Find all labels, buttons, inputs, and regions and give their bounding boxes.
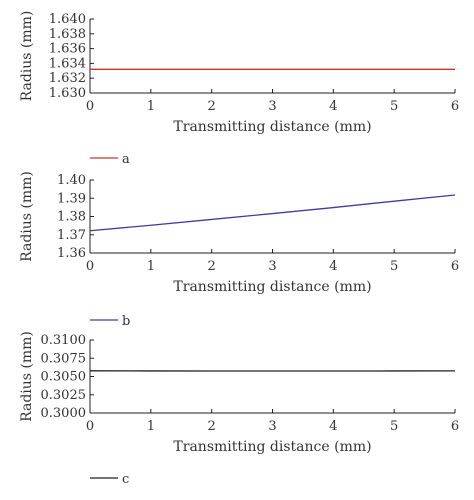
y-tick-label: 0.3025 — [41, 388, 87, 403]
y-tick-label: 1.634 — [49, 56, 86, 71]
y-tick-label: 1.40 — [57, 173, 86, 188]
x-tick-label: 6 — [451, 259, 459, 274]
x-tick-label: 4 — [329, 99, 337, 114]
legend-label: b — [122, 314, 130, 329]
x-tick-label: 5 — [390, 99, 398, 114]
x-tick-label: 1 — [147, 259, 155, 274]
y-axis-title: Radius (mm) — [19, 11, 35, 102]
x-tick-label: 3 — [268, 419, 276, 434]
x-tick-label: 5 — [390, 259, 398, 274]
y-tick-label: 1.638 — [49, 27, 86, 42]
y-axis-title: Radius (mm) — [19, 171, 35, 262]
x-tick-label: 5 — [390, 419, 398, 434]
y-tick-label: 0.3050 — [41, 370, 87, 385]
y-axis-title: Radius (mm) — [19, 331, 35, 422]
x-tick-label: 0 — [86, 259, 94, 274]
y-tick-label: 1.632 — [49, 71, 86, 86]
x-tick-label: 6 — [451, 99, 459, 114]
x-tick-label: 2 — [208, 99, 216, 114]
x-axis-title: Transmitting distance (mm) — [173, 119, 371, 135]
y-tick-label: 1.630 — [49, 86, 86, 101]
legend-label: a — [122, 152, 130, 167]
y-tick-label: 0.3000 — [41, 406, 87, 421]
y-tick-label: 1.640 — [49, 12, 86, 27]
x-tick-label: 4 — [329, 419, 337, 434]
x-tick-label: 2 — [208, 419, 216, 434]
legend-label: c — [122, 472, 129, 487]
y-tick-label: 1.38 — [57, 210, 86, 225]
series-line-b — [89, 194, 456, 232]
x-tick-label: 0 — [86, 419, 94, 434]
y-tick-label: 1.36 — [57, 246, 86, 261]
x-tick-label: 4 — [329, 259, 337, 274]
chart-panel-c: 0.3000 0.3025 0.3050 0.3075 0.3100 0 1 2 3 4 5 6 Tra… — [19, 331, 459, 487]
x-tick-label: 2 — [208, 259, 216, 274]
x-tick-label: 0 — [86, 99, 94, 114]
x-tick-label: 3 — [268, 99, 276, 114]
y-tick-label: 1.37 — [57, 228, 86, 243]
x-tick-label: 3 — [268, 259, 276, 274]
y-tick-label: 0.3100 — [41, 333, 87, 348]
x-tick-label: 1 — [147, 419, 155, 434]
y-tick-label: 1.39 — [57, 191, 86, 206]
y-tick-label: 0.3075 — [41, 351, 87, 366]
x-tick-label: 1 — [147, 99, 155, 114]
x-tick-label: 6 — [451, 419, 459, 434]
chart-panel-b: 1.36 1.37 1.38 1.39 1.40 0 1 2 3 4 5 6 Transmitting … — [19, 171, 459, 329]
x-axis-title: Transmitting distance (mm) — [173, 439, 371, 455]
x-axis-title: Transmitting distance (mm) — [173, 279, 371, 295]
y-tick-label: 1.636 — [49, 42, 86, 57]
